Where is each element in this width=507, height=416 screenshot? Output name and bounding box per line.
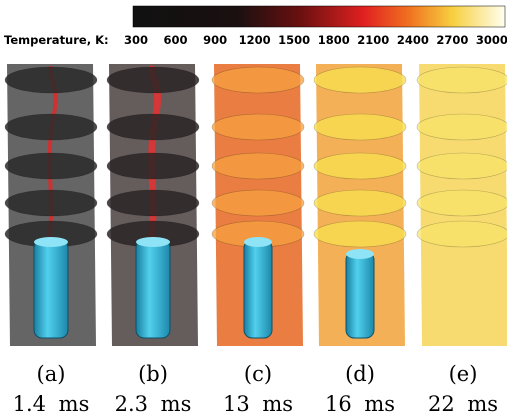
cylinder: [243, 239, 273, 339]
disk: [416, 66, 507, 94]
panel-label: (d): [345, 362, 375, 386]
disk: [211, 66, 305, 94]
disk: [313, 66, 407, 94]
colorbar-tick: 2700: [436, 33, 469, 47]
cylinder-top: [34, 237, 68, 247]
disk: [416, 152, 507, 180]
panel-label: (a): [36, 362, 66, 386]
panel: [211, 64, 305, 346]
colorbar-tick: 3000: [475, 33, 507, 47]
colorbar-tick: 900: [203, 33, 228, 47]
panel: [106, 64, 200, 346]
disk: [211, 189, 305, 217]
colorbar-label: Temperature, K:: [4, 33, 109, 47]
panel-time: 1.4 ms: [12, 392, 90, 416]
colorbar-ticks: 300 600 900 1200 1500 1800 2100 2400 2700 3000: [118, 33, 507, 47]
disk: [4, 189, 98, 217]
cylinder: [33, 239, 69, 339]
panel-label: (e): [448, 362, 478, 386]
disk: [211, 152, 305, 180]
disk: [106, 152, 200, 180]
colorbar: [132, 5, 506, 28]
panel-time: 16 ms: [324, 392, 396, 416]
disk: [313, 189, 407, 217]
disk: [313, 152, 407, 180]
disk: [4, 113, 98, 141]
disk: [211, 113, 305, 141]
disk: [313, 220, 407, 248]
cylinder-top: [244, 237, 272, 247]
colorbar-tick: 300: [123, 33, 148, 47]
colorbar-tick: 2100: [357, 33, 390, 47]
disk: [4, 152, 98, 180]
colorbar-tick: 2400: [396, 33, 429, 47]
panel-time: 22 ms: [427, 392, 499, 416]
disk: [4, 66, 98, 94]
panel-time: 13 ms: [222, 392, 294, 416]
panel-label: (b): [138, 362, 168, 386]
cylinder: [135, 239, 171, 339]
disk: [106, 189, 200, 217]
colorbar-tick: 1200: [238, 33, 271, 47]
panel-label: (c): [243, 362, 273, 386]
panel: [416, 64, 507, 346]
disk: [313, 113, 407, 141]
disk: [416, 189, 507, 217]
disk: [106, 66, 200, 94]
disk: [416, 220, 507, 248]
cylinder: [345, 251, 375, 339]
colorbar-tick: 1800: [317, 33, 350, 47]
cylinder-top: [346, 249, 374, 259]
colorbar-tick: 1500: [278, 33, 311, 47]
panel-time: 2.3 ms: [114, 392, 192, 416]
panel: [313, 64, 407, 346]
disk: [416, 113, 507, 141]
cylinder-top: [136, 237, 170, 247]
colorbar-tick: 600: [163, 33, 188, 47]
panel: [4, 64, 98, 346]
disk: [106, 113, 200, 141]
panels: [4, 64, 507, 346]
